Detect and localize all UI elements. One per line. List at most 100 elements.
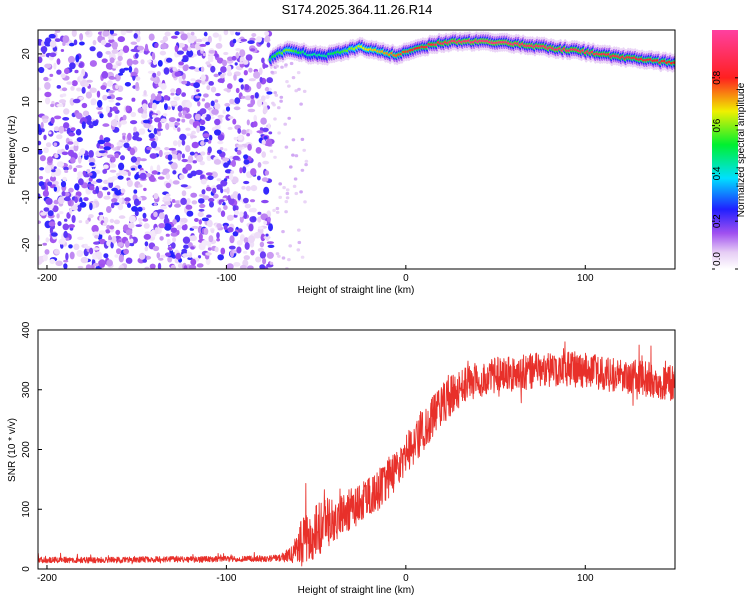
noise-blob [220,66,227,73]
noise-blob [199,108,207,115]
noise-blob [297,240,302,245]
noise-blob [181,248,188,253]
noise-blob [64,169,69,173]
noise-blob [89,162,95,166]
noise-blob [136,137,143,142]
noise-blob [170,162,178,170]
noise-blob [285,188,290,192]
noise-blob [101,186,109,191]
noise-blob [259,76,263,83]
noise-blob [277,131,281,135]
noise-blob [183,244,189,249]
noise-blob [108,99,115,103]
noise-blob [208,81,214,86]
noise-blob [133,126,137,133]
noise-blob [73,243,80,250]
noise-blob [130,41,138,45]
noise-blob [227,126,233,130]
noise-blob [248,67,253,73]
noise-blob [168,120,175,128]
noise-blob [138,217,143,222]
noise-blob [188,264,197,269]
noise-blob [43,147,49,154]
noise-blob [238,78,244,83]
noise-blob [150,93,156,100]
noise-blob [182,110,187,116]
noise-blob [171,35,178,39]
snr-chart: -200 -100 0 100 0 100 200 300 400 Height of str… [7,321,676,596]
noise-blob [197,211,204,218]
noise-blob [71,215,76,223]
noise-blob [179,133,187,141]
noise-blob [196,154,204,163]
noise-blob [178,61,185,66]
noise-blob [212,32,220,38]
noise-blob [167,256,173,263]
noise-blob [151,102,157,111]
noise-blob [62,176,67,182]
noise-blob [73,140,79,146]
noise-blob [159,236,164,241]
noise-blob [57,221,62,227]
noise-blob [253,121,258,128]
noise-blob [167,246,173,251]
noise-blob [299,102,303,106]
noise-blob [247,235,255,244]
noise-blob [51,169,56,173]
noise-blob [118,254,124,263]
noise-blob [81,121,86,129]
noise-blob [300,137,305,141]
noise-blob [251,33,257,37]
noise-blob [106,206,112,213]
noise-blob [125,257,133,264]
noise-blob [235,87,240,94]
noise-blob [264,86,270,92]
noise-blob [111,49,119,54]
noise-blob [192,53,197,57]
noise-blob [40,212,47,216]
noise-blob [165,182,171,189]
noise-blob [53,62,57,70]
noise-blob [137,206,143,212]
noise-blob [77,171,83,178]
noise-blob [76,250,84,257]
noise-blob [115,102,121,106]
noise-blob [38,66,45,74]
noise-blob [300,168,305,172]
noise-blob [95,251,102,258]
colorbar-tick-label: 0.4 [712,166,723,180]
noise-blob [162,168,170,173]
noise-blob [84,155,89,160]
noise-blob [198,198,205,204]
noise-blob [297,87,301,91]
noise-blob [166,57,173,63]
noise-blob [86,79,93,83]
noise-blob [109,30,114,35]
noise-blob [294,191,299,196]
noise-blob [113,219,120,225]
noise-blob [142,218,149,222]
noise-blob [43,134,47,141]
spectrogram-marks [38,30,675,269]
noise-blob [212,193,219,199]
noise-blob [159,205,168,210]
noise-blob [199,43,207,47]
noise-blob [89,247,94,255]
noise-blob [134,173,139,180]
noise-blob [203,138,209,143]
noise-blob [222,157,230,162]
noise-blob [144,241,149,247]
noise-blob [202,195,210,200]
noise-blob [72,98,81,104]
noise-blob [42,118,49,124]
colorbar-tick-label: 0.0 [712,252,723,266]
noise-blob [244,95,253,101]
noise-blob [89,202,93,211]
noise-blob [285,196,290,200]
noise-blob [285,191,290,196]
noise-blob [88,150,94,158]
noise-blob [40,122,44,129]
x-tick-label: 100 [577,273,594,284]
noise-blob [268,223,273,232]
noise-blob [235,30,243,33]
